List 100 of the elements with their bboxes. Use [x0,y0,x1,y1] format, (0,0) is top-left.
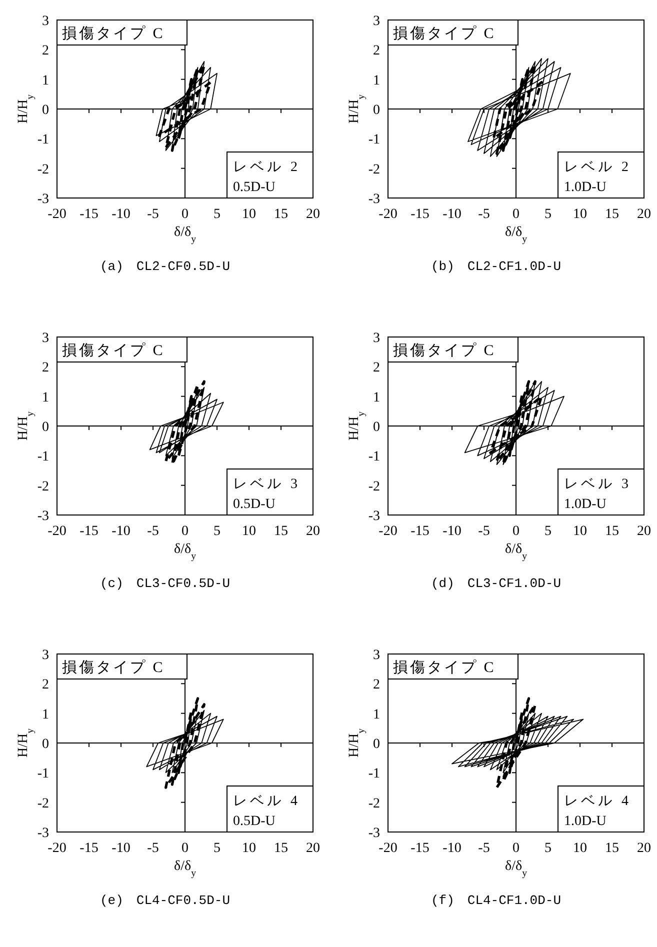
x-tick-label: 10 [573,841,587,856]
x-tick-label: -15 [410,524,430,539]
annotation: 損傷タイプ C [62,25,165,42]
x-tick-label: -20 [378,841,398,856]
y-tick-label: 1 [373,390,380,406]
x-tick-label: -15 [80,207,98,222]
y-tick-label: -3 [37,826,49,841]
text: (f) CL4-CF1.0D-U [430,893,562,908]
text: (d) CL3-CF1.0D-U [430,576,562,591]
x-tick-label: -15 [80,524,98,539]
x-tick-label: 0 [182,524,188,539]
y-tick-label: 0 [42,103,49,118]
annotation: 損傷タイプ C [62,659,165,676]
x-tick-label: 0 [512,207,520,222]
annotation: 1.0D-U [564,814,606,829]
x-tick-label: -10 [442,207,462,222]
y-tick-label: 1 [42,390,49,406]
y-tick-label: 3 [373,648,380,663]
x-tick-label: -5 [147,207,159,222]
x-tick-label: 15 [274,841,288,856]
x-tick-label: -10 [442,524,462,539]
x-tick-label: 15 [274,207,288,222]
y-tick-label: -3 [37,509,49,524]
y-tick-label: -1 [368,766,380,782]
y-tick-label: 3 [42,14,49,29]
annotation: レベル 4 [233,794,300,809]
annotation: 損傷タイプ C [62,342,165,359]
y-tick-label: 2 [373,44,380,59]
y-tick-label: -2 [368,162,380,178]
x-tick-label: -5 [147,524,159,539]
y-tick-label: -3 [37,192,49,207]
y-tick-label: 2 [42,678,49,693]
x-axis-title: δ/δ$_{y}$ [505,542,528,562]
x-tick-label: -10 [112,524,130,539]
y-tick-label: 1 [42,707,49,722]
x-tick-label: -10 [112,207,130,222]
annotation: 損傷タイプ C [393,659,496,676]
text: (a) CL2-CF0.5D-U [100,259,230,274]
y-tick-label: -2 [37,796,49,812]
annotation: レベル 2 [233,160,300,175]
x-tick-label: -20 [378,524,398,539]
y-tick-label: -3 [368,192,380,207]
x-tick-label: 10 [573,207,587,222]
y-tick-label: 0 [373,737,380,752]
x-tick-label: 0 [182,207,188,222]
y-tick-label: 2 [373,360,380,376]
x-tick-label: 15 [274,524,288,539]
x-axis-title: δ/δ$_{y}$ [174,542,196,562]
x-tick-label: -10 [112,841,130,856]
x-tick-label: 5 [214,207,220,222]
y-tick-label: 1 [373,707,380,722]
x-tick-label: 5 [214,524,220,539]
x-tick-label: -5 [478,207,490,222]
text: (e) CL4-CF0.5D-U [100,893,230,908]
annotation: レベル 3 [233,477,300,492]
x-tick-label: 5 [214,841,220,856]
x-tick-label: 15 [605,841,619,856]
y-tick-label: 0 [42,737,49,752]
y-tick-label: 2 [373,678,380,693]
annotation: 1.0D-U [564,180,606,195]
x-tick-label: 0 [512,524,520,539]
y-tick-label: -1 [368,450,380,465]
x-tick-label: -5 [478,524,490,539]
annotation: レベル 4 [564,794,632,809]
y-tick-label: -2 [368,796,380,812]
x-tick-label: 0 [512,841,520,856]
x-tick-label: 5 [544,841,552,856]
x-tick-label: -20 [48,524,66,539]
y-tick-label: 0 [373,420,380,435]
x-tick-label: 20 [306,524,320,539]
y-tick-label: 3 [42,331,49,346]
y-tick-label: -2 [368,479,380,494]
x-tick-label: -10 [442,841,462,856]
x-tick-label: 20 [637,841,651,856]
x-tick-label: 15 [605,524,619,539]
y-tick-label: -1 [368,132,380,148]
y-tick-label: 3 [42,648,49,663]
x-tick-label: -20 [48,841,66,856]
x-tick-label: 10 [242,841,256,856]
y-tick-label: 1 [42,73,49,88]
x-tick-label: 20 [306,841,320,856]
x-tick-label: -15 [410,841,430,856]
y-tick-label: 0 [373,103,380,118]
x-tick-label: 20 [637,524,651,539]
y-tick-label: -1 [37,766,49,782]
x-tick-label: 5 [544,524,552,539]
x-axis-title: δ/δ$_{y}$ [505,859,528,878]
y-tick-label: 3 [373,14,380,29]
y-tick-label: -1 [37,132,49,148]
y-tick-label: -3 [368,826,380,841]
y-tick-label: 3 [373,331,380,346]
x-tick-label: 5 [544,207,552,222]
x-tick-label: 0 [182,841,188,856]
x-tick-label: 20 [637,207,651,222]
x-tick-label: 10 [242,524,256,539]
annotation: レベル 2 [564,160,632,175]
y-tick-label: 1 [373,73,380,88]
annotation: 1.0D-U [564,497,606,512]
x-axis-title: δ/δ$_{y}$ [174,225,196,244]
y-tick-label: 2 [42,360,49,376]
